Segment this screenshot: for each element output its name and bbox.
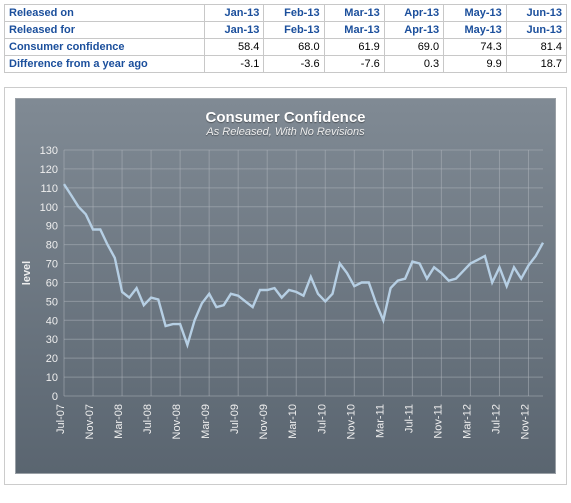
row-header: Consumer confidence xyxy=(5,39,205,56)
period-link[interactable]: May-13 xyxy=(444,22,507,39)
svg-text:Jul-10: Jul-10 xyxy=(316,404,328,434)
svg-text:Mar-12: Mar-12 xyxy=(461,404,473,439)
svg-text:Nov-09: Nov-09 xyxy=(258,404,270,439)
data-table: Released onJan-13Feb-13Mar-13Apr-13May-1… xyxy=(4,4,567,73)
svg-text:110: 110 xyxy=(40,183,58,195)
svg-text:Jul-12: Jul-12 xyxy=(490,404,502,434)
period-link[interactable]: May-13 xyxy=(444,5,507,22)
svg-text:Jul-09: Jul-09 xyxy=(229,404,241,434)
svg-text:Mar-10: Mar-10 xyxy=(287,404,299,439)
table-cell: 61.9 xyxy=(324,39,384,56)
table-cell: 81.4 xyxy=(506,39,566,56)
svg-text:0: 0 xyxy=(52,391,58,403)
svg-text:40: 40 xyxy=(46,315,58,327)
line-chart: 0 10 20 30 40 50 60 70 80 90 100 110 120 130 Jul-07 Nov… xyxy=(16,144,557,464)
svg-text:20: 20 xyxy=(46,353,58,365)
period-link[interactable]: Feb-13 xyxy=(264,5,324,22)
svg-text:30: 30 xyxy=(46,334,58,346)
svg-text:100: 100 xyxy=(40,202,58,214)
svg-text:70: 70 xyxy=(46,259,58,271)
table-cell: -3.1 xyxy=(205,56,264,73)
svg-text:Mar-11: Mar-11 xyxy=(374,404,386,438)
svg-text:130: 130 xyxy=(40,145,58,157)
row-header: Difference from a year ago xyxy=(5,56,205,73)
period-link[interactable]: Apr-13 xyxy=(384,22,443,39)
svg-text:120: 120 xyxy=(40,164,58,176)
chart-panel: Consumer Confidence As Released, With No… xyxy=(15,98,556,474)
svg-text:60: 60 xyxy=(46,277,58,289)
svg-text:Nov-12: Nov-12 xyxy=(519,404,531,439)
svg-text:50: 50 xyxy=(46,296,58,308)
svg-text:Mar-08: Mar-08 xyxy=(113,404,125,439)
chart-title: Consumer Confidence xyxy=(16,99,555,126)
svg-text:Nov-07: Nov-07 xyxy=(84,404,96,439)
period-link[interactable]: Jan-13 xyxy=(205,22,264,39)
svg-text:Jul-11: Jul-11 xyxy=(403,404,415,433)
period-link[interactable]: Jan-13 xyxy=(205,5,264,22)
period-link[interactable]: Mar-13 xyxy=(324,22,384,39)
svg-text:Jul-07: Jul-07 xyxy=(55,404,67,434)
svg-text:90: 90 xyxy=(46,221,58,233)
svg-text:80: 80 xyxy=(46,240,58,252)
chart-subtitle: As Released, With No Revisions xyxy=(16,126,555,144)
svg-text:level: level xyxy=(21,261,33,285)
table-cell: 58.4 xyxy=(205,39,264,56)
table-cell: 9.9 xyxy=(444,56,507,73)
table-cell: 18.7 xyxy=(506,56,566,73)
chart-container: Consumer Confidence As Released, With No… xyxy=(4,87,567,485)
svg-text:Jul-08: Jul-08 xyxy=(142,404,154,434)
svg-text:Mar-09: Mar-09 xyxy=(200,404,212,439)
row-header: Released for xyxy=(5,22,205,39)
period-link[interactable]: Feb-13 xyxy=(264,22,324,39)
table-cell: 69.0 xyxy=(384,39,443,56)
table-cell: 74.3 xyxy=(444,39,507,56)
table-cell: -3.6 xyxy=(264,56,324,73)
row-header: Released on xyxy=(5,5,205,22)
svg-text:Nov-11: Nov-11 xyxy=(432,404,444,439)
period-link[interactable]: Jun-13 xyxy=(506,5,566,22)
table-cell: 0.3 xyxy=(384,56,443,73)
svg-text:Nov-10: Nov-10 xyxy=(345,404,357,439)
table-cell: 68.0 xyxy=(264,39,324,56)
svg-text:Nov-08: Nov-08 xyxy=(171,404,183,439)
period-link[interactable]: Apr-13 xyxy=(384,5,443,22)
svg-text:10: 10 xyxy=(46,372,58,384)
period-link[interactable]: Mar-13 xyxy=(324,5,384,22)
table-cell: -7.6 xyxy=(324,56,384,73)
period-link[interactable]: Jun-13 xyxy=(506,22,566,39)
